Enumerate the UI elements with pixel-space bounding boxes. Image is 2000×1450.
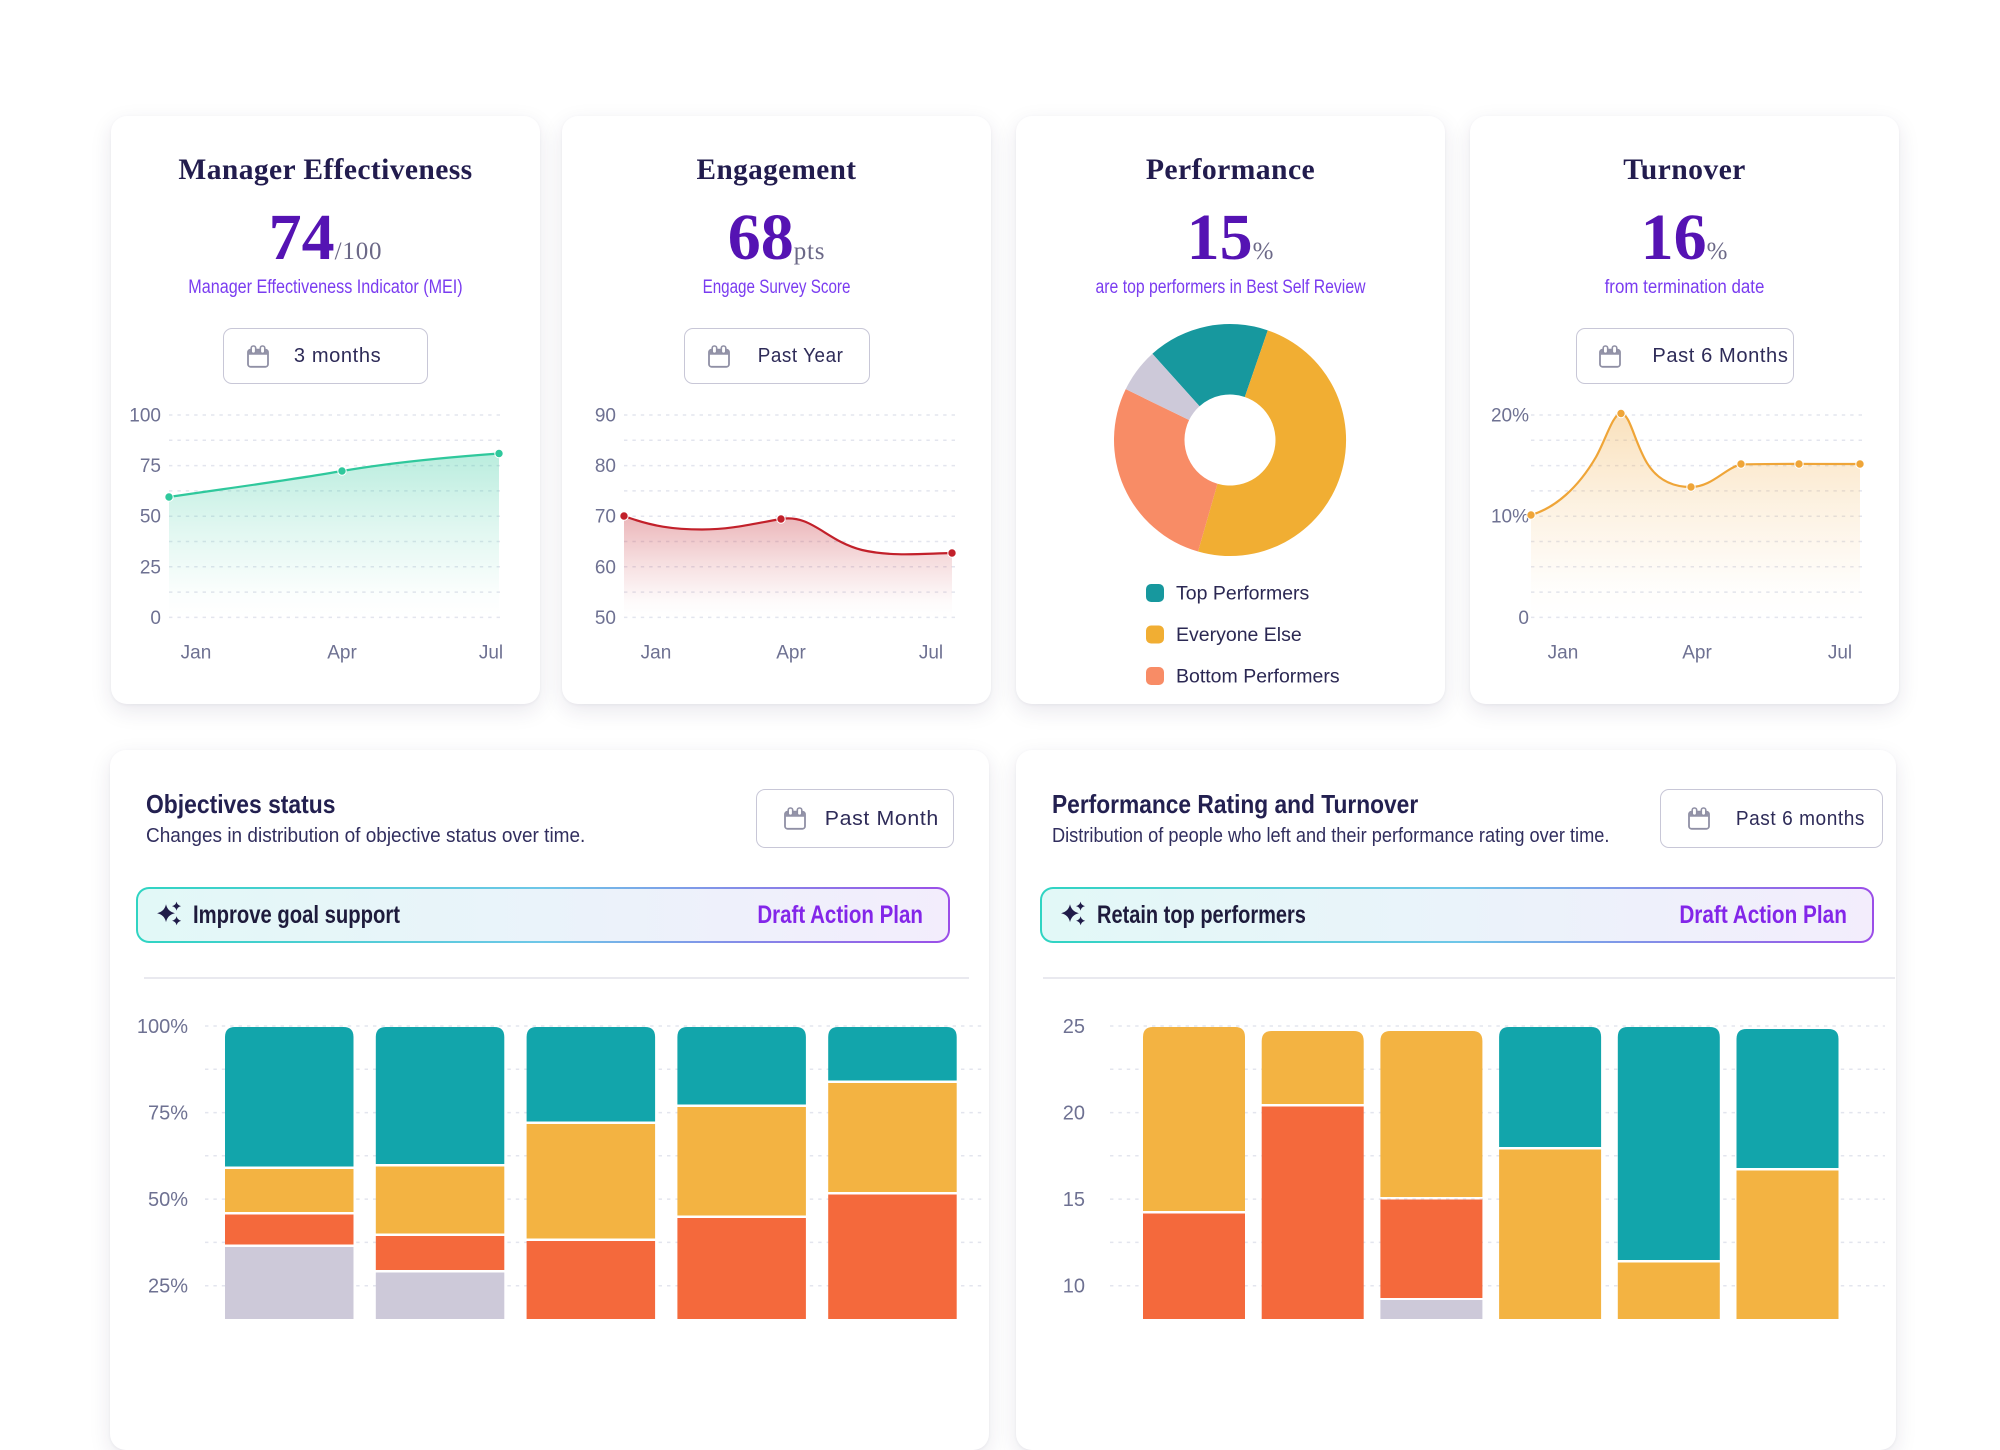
svg-text:25: 25 <box>140 557 161 578</box>
svg-text:50%: 50% <box>148 1189 188 1211</box>
svg-text:10%: 10% <box>1491 507 1529 528</box>
svg-text:Bottom Performers: Bottom Performers <box>1176 666 1340 688</box>
svg-text:0: 0 <box>150 608 161 629</box>
svg-text:75: 75 <box>140 456 161 477</box>
svg-text:Jul: Jul <box>1828 643 1852 664</box>
svg-text:20: 20 <box>1063 1103 1085 1125</box>
svg-text:Apr: Apr <box>776 643 806 664</box>
svg-text:0: 0 <box>1518 608 1529 629</box>
svg-text:50: 50 <box>595 608 616 629</box>
svg-text:20%: 20% <box>1491 406 1529 427</box>
svg-text:100: 100 <box>129 406 161 427</box>
svg-text:90: 90 <box>595 406 616 427</box>
svg-text:15: 15 <box>1063 1189 1085 1211</box>
svg-text:50: 50 <box>140 507 161 528</box>
svg-text:70: 70 <box>595 507 616 528</box>
svg-text:100%: 100% <box>137 1016 188 1038</box>
svg-text:Top Performers: Top Performers <box>1176 583 1310 605</box>
svg-text:10: 10 <box>1063 1276 1085 1298</box>
svg-text:75%: 75% <box>148 1103 188 1125</box>
svg-text:Jan: Jan <box>641 643 672 664</box>
svg-text:25: 25 <box>1063 1016 1085 1038</box>
svg-text:Jan: Jan <box>181 643 212 664</box>
svg-text:80: 80 <box>595 456 616 477</box>
svg-text:60: 60 <box>595 557 616 578</box>
svg-text:Everyone Else: Everyone Else <box>1176 624 1302 646</box>
svg-text:Jan: Jan <box>1548 643 1579 664</box>
svg-text:Apr: Apr <box>327 643 357 664</box>
svg-text:25%: 25% <box>148 1276 188 1298</box>
svg-text:Jul: Jul <box>919 643 943 664</box>
svg-text:Apr: Apr <box>1682 643 1712 664</box>
svg-text:Jul: Jul <box>479 643 503 664</box>
